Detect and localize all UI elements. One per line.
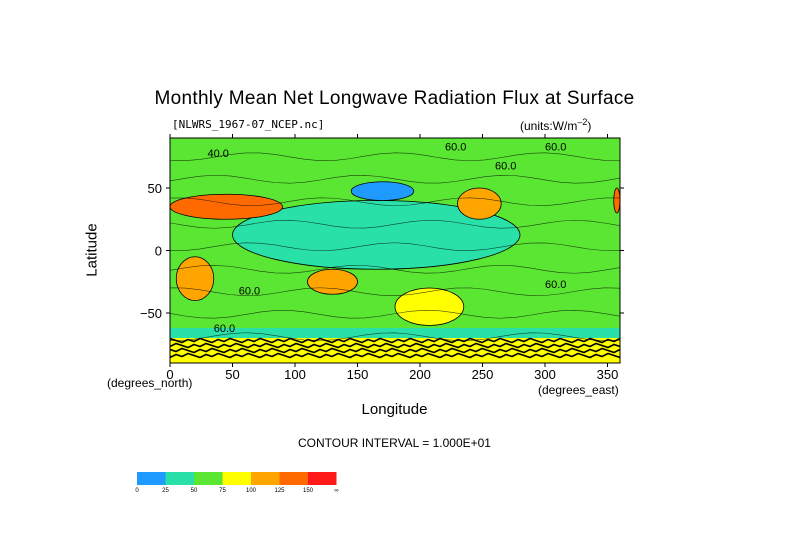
colorbar-tick-label: 100: [246, 488, 257, 494]
colorbar-tick-label: 75: [219, 488, 226, 494]
contour-line: [170, 174, 620, 184]
colorbar-swatch: [308, 472, 337, 485]
x-unit-label: (degrees_east): [538, 383, 619, 397]
contour-interval-text: CONTOUR INTERVAL = 1.000E+01: [298, 436, 491, 450]
x-tick-label: 100: [284, 367, 306, 382]
plot-area: 40.0 60.0 60.0 60.0 60.0 60.0 60.0: [170, 138, 620, 363]
chart-title: Monthly Mean Net Longwave Radiation Flux…: [154, 88, 635, 109]
region-sahara-high: [613, 187, 620, 214]
contour-line: [170, 242, 620, 252]
region-north-america-high: [457, 187, 502, 220]
contour-line: [170, 342, 620, 349]
contour-label: 60.0: [214, 323, 235, 335]
contour-line: [170, 347, 620, 354]
contour-label: 60.0: [495, 160, 516, 172]
y-tick-label: −50: [140, 306, 162, 321]
contour-label: 60.0: [545, 142, 566, 154]
y-tick-label: 50: [148, 181, 162, 196]
axes: 0 50 100 150 200 250 300 350 50 0 −50: [140, 134, 624, 382]
contour-line: [170, 332, 620, 342]
contour-label: 60.0: [445, 142, 466, 154]
y-tick-label: 0: [155, 244, 162, 259]
contour-line: [170, 352, 620, 359]
y-unit-label: (degrees_north): [107, 376, 193, 390]
x-tick-label: 0: [166, 367, 173, 382]
contour-line: [170, 309, 620, 319]
region-south-africa-high: [175, 256, 215, 301]
contour-line: [170, 152, 620, 162]
x-axis-label: Longitude: [361, 401, 428, 418]
contour-label: 60.0: [545, 279, 566, 291]
x-tick-label: 300: [534, 367, 556, 382]
region-eurasia-high: [170, 193, 283, 220]
x-tick-label: 150: [347, 367, 369, 382]
contour-label: 40.0: [208, 148, 229, 160]
colorbar-swatch: [165, 472, 194, 485]
colorbar-swatch: [251, 472, 280, 485]
region-south-pacific-yellow: [394, 287, 465, 326]
x-tick-label: 250: [472, 367, 494, 382]
colorbar-tick-label: 125: [274, 488, 285, 494]
contour-label: 60.0: [239, 285, 260, 297]
colorbar: 0 25 50 75 100 125 150 ∞: [135, 472, 339, 494]
x-tick-label: 50: [225, 367, 239, 382]
region-north-pacific-low: [350, 181, 415, 201]
contour-line: [170, 337, 620, 344]
file-label: [NLWRS_1967-07_NCEP.nc]: [172, 118, 325, 131]
contour-line: [170, 264, 620, 274]
contour-line: [170, 197, 620, 207]
colorbar-swatch: [279, 472, 308, 485]
units-label: (units:W/m–2): [520, 117, 592, 133]
x-tick-label: 350: [597, 367, 619, 382]
x-tick-label: 200: [409, 367, 431, 382]
colorbar-swatch: [222, 472, 251, 485]
colorbar-swatch: [137, 472, 166, 485]
colorbar-tick-label: 50: [191, 488, 198, 494]
region-antarctica-mixed: [170, 338, 620, 363]
colorbar-tick-label: ∞: [334, 488, 338, 494]
colorbar-tick-label: 150: [303, 488, 314, 494]
contour-line: [170, 219, 620, 229]
colorbar-tick-label: 0: [135, 488, 139, 494]
colorbar-tick-label: 25: [162, 488, 169, 494]
contour-line: [170, 287, 620, 297]
colorbar-swatch: [194, 472, 223, 485]
